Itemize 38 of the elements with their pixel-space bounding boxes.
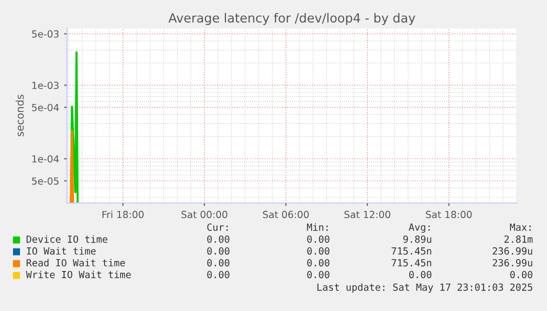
text: 0.00 [307, 259, 330, 266]
text: 236.99u [492, 247, 532, 255]
chart-title: Average latency for /dev/loop4 - by day [168, 12, 416, 26]
y-axis-title: seconds [16, 94, 24, 136]
legend-label: Write IO Wait time [26, 270, 131, 278]
text: Max: [510, 224, 531, 231]
x-tick-label: Fri 18:00 [102, 210, 144, 218]
y-tick-label: 1e-04 [32, 155, 59, 163]
text: 2.81m [504, 235, 533, 243]
y-tick-label: 1e-03 [32, 82, 59, 90]
legend-label: IO Wait time [26, 247, 96, 255]
line-series [70, 51, 79, 203]
text: 0.00 [207, 259, 230, 266]
text: 715.45n [392, 247, 432, 255]
legend-label: Read IO Wait time [26, 258, 125, 266]
text: 0.00 [307, 270, 330, 278]
text: Last update: Sat May 17 23:01:03 2025 [317, 283, 532, 293]
text: 236.99u [492, 259, 532, 266]
x-tick-label: Sat 00:00 [182, 210, 228, 218]
text: 0.00 [207, 270, 230, 278]
text: 0.00 [207, 235, 230, 243]
text: 0.00 [307, 235, 330, 243]
text: Cur: [207, 223, 228, 231]
x-tick-label: Sat 18:00 [426, 210, 472, 218]
text: Min: [306, 223, 328, 231]
text: Avg: [408, 224, 430, 233]
x-tick-label: Sat 12:00 [344, 210, 390, 218]
y-tick-label: 5e-03 [32, 30, 59, 38]
x-tick-label: Sat 06:00 [263, 210, 309, 218]
text: 715.45n [392, 259, 432, 266]
y-tick-label: 5e-04 [32, 104, 59, 112]
text: 0.00 [207, 247, 230, 255]
y-tick-label: 5e-05 [32, 177, 59, 185]
text: 0.00 [409, 270, 432, 278]
text: 9.89u [403, 235, 432, 243]
legend-label: Device IO time [26, 235, 108, 243]
text: 0.00 [307, 247, 330, 255]
text: 0.00 [510, 270, 532, 278]
